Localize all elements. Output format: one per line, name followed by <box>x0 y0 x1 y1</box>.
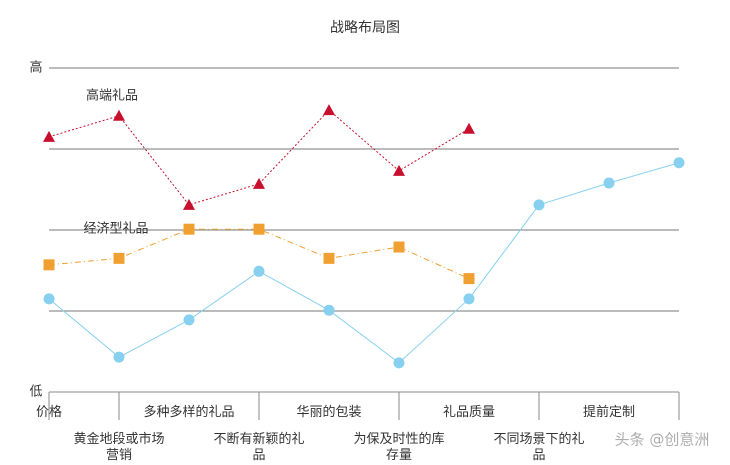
marker <box>253 177 265 189</box>
watermark: 头条 @创意洲 <box>615 431 710 449</box>
series-label: 经济型礼品 <box>83 221 148 237</box>
series-line <box>48 109 470 206</box>
marker <box>393 164 405 176</box>
marker <box>323 104 335 116</box>
marker <box>113 109 125 121</box>
marker <box>393 241 405 253</box>
series-label: 高端礼品 <box>86 88 138 104</box>
x-tick-label: 华丽的包装 <box>296 405 362 420</box>
axis-ticks <box>48 392 680 420</box>
x-tick-label: 不同场景下的礼品 <box>493 432 585 463</box>
marker <box>463 122 475 134</box>
x-tick-label: 礼品质量 <box>442 405 495 420</box>
marker <box>533 199 545 211</box>
y-tick-label: 低 <box>29 385 42 400</box>
marker <box>183 223 195 235</box>
marker <box>113 252 125 264</box>
marker <box>673 157 685 169</box>
marker <box>463 273 475 285</box>
x-tick-label: 提前定制 <box>582 405 635 420</box>
marker <box>253 223 265 235</box>
marker <box>323 252 335 264</box>
marker <box>183 314 195 326</box>
marker <box>43 293 55 305</box>
marker <box>183 198 195 210</box>
x-tick-label: 价格 <box>35 405 62 420</box>
chart-title: 战略布局图 <box>330 20 400 36</box>
marker <box>253 265 265 277</box>
marker <box>603 177 615 189</box>
marker <box>113 351 125 363</box>
marker <box>43 130 55 142</box>
x-tick-label: 黄金地段或市场营销 <box>73 432 165 463</box>
series-line <box>48 162 680 364</box>
x-tick-label: 多种多样的礼品 <box>143 405 235 420</box>
x-tick-label: 不断有新颖的礼品 <box>213 432 305 463</box>
x-tick-label: 为保及时性的库存量 <box>353 432 445 463</box>
marker <box>323 304 335 316</box>
marker <box>463 293 475 305</box>
marker <box>43 259 55 271</box>
y-tick-label: 高 <box>29 60 42 76</box>
marker <box>393 357 405 369</box>
